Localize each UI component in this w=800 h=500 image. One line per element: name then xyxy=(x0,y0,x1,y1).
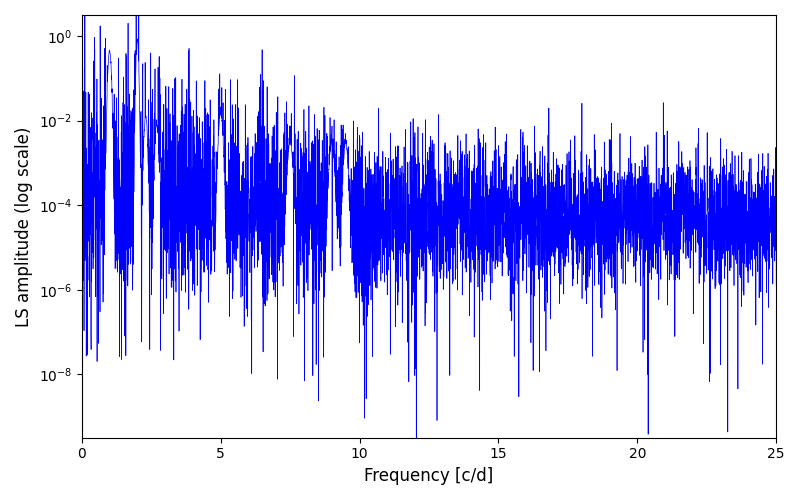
X-axis label: Frequency [c/d]: Frequency [c/d] xyxy=(364,467,494,485)
Y-axis label: LS amplitude (log scale): LS amplitude (log scale) xyxy=(15,126,33,326)
